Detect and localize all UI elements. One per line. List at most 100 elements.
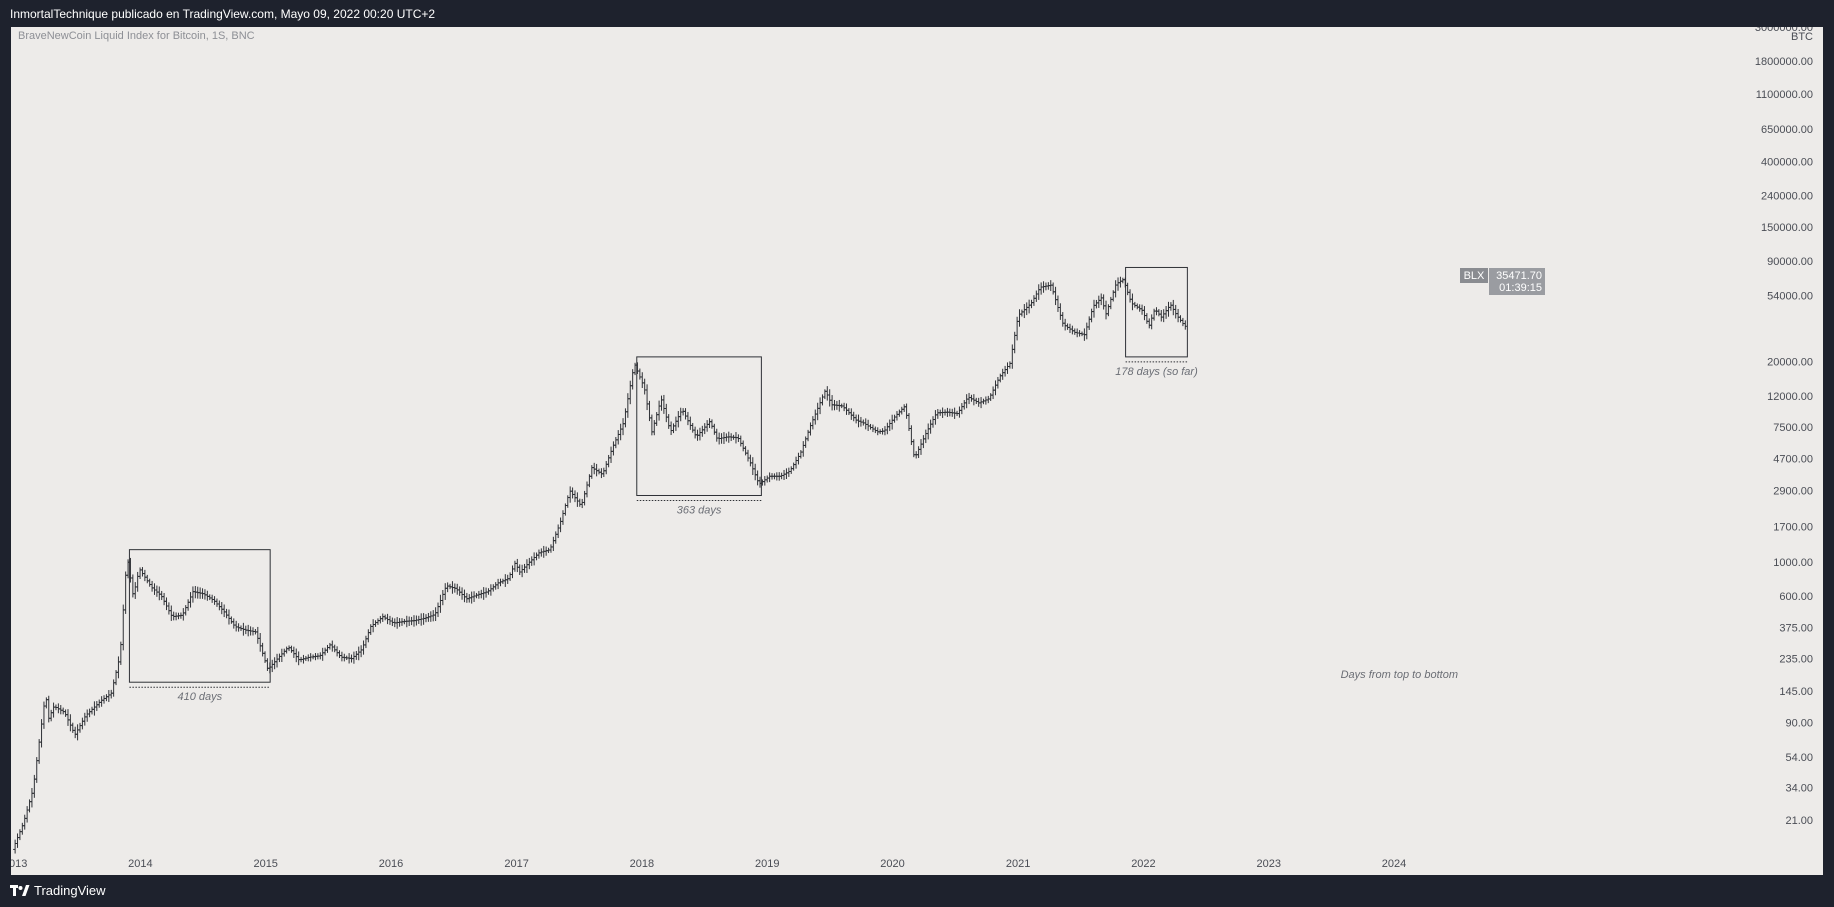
ohlc-bar	[296, 651, 301, 666]
ohlc-bar	[585, 481, 589, 498]
ohlc-bar	[339, 651, 344, 662]
ohlc-bar	[431, 610, 436, 622]
symbol-label: BLX	[1464, 270, 1485, 282]
ohlc-bar	[51, 702, 56, 718]
ohlc-bar	[870, 424, 875, 433]
publisher-line: InmortalTechnique publicado en TradingVi…	[10, 7, 436, 21]
ohlc-bar	[810, 416, 815, 430]
ohlc-bar	[145, 574, 150, 584]
y-tick-label: 4700.00	[1773, 453, 1813, 465]
ohlc-bar	[164, 597, 169, 611]
ohlc-bar	[967, 392, 972, 405]
ohlc-bar	[1132, 301, 1137, 308]
ohlc-bar	[899, 406, 904, 415]
price-badge	[1489, 268, 1545, 295]
ohlc-bar	[685, 411, 690, 426]
y-tick-label: 240000.00	[1761, 191, 1813, 203]
ohlc-bar	[676, 411, 681, 428]
y-tick-label: 3000000.00	[1755, 27, 1813, 34]
ohlc-bar	[539, 548, 544, 557]
ohlc-bar	[491, 584, 496, 592]
y-tick-label: 12000.00	[1767, 391, 1813, 403]
price-chart[interactable]: BraveNewCoin Liquid Index for Bitcoin, 1…	[11, 27, 1823, 875]
ohlc-bar	[1106, 304, 1111, 317]
ohlc-bar	[1053, 286, 1058, 306]
ohlc-bar	[688, 416, 693, 430]
y-tick-label: 54000.00	[1767, 290, 1813, 302]
ohlc-bar	[712, 423, 717, 435]
ohlc-bar	[1183, 320, 1188, 330]
ohlc-bar	[1010, 344, 1015, 369]
ohlc-bar	[212, 596, 217, 605]
y-tick-label: 1000.00	[1773, 557, 1813, 569]
x-tick-label: 2024	[1382, 858, 1406, 870]
ohlc-bar	[90, 706, 95, 715]
ohlc-bar	[85, 709, 90, 722]
ohlc-bar	[25, 806, 30, 823]
ohlc-bar	[642, 378, 647, 395]
y-tick-label: 2900.00	[1773, 486, 1813, 498]
ohlc-bar	[1003, 365, 1008, 377]
ohlc-bar	[15, 833, 20, 848]
ohlc-bar	[205, 590, 210, 601]
ohlc-bar	[20, 822, 25, 835]
ohlc-bar	[536, 549, 541, 559]
ohlc-bar	[1149, 314, 1154, 330]
ohlc-bar	[508, 572, 513, 581]
ohlc-bar	[445, 582, 450, 593]
last-price-label: BLX 35471.70 01:39:15	[1460, 268, 1545, 295]
ohlc-bar	[702, 423, 707, 435]
x-tick-label: 2023	[1256, 858, 1280, 870]
ohlc-bar	[1164, 306, 1169, 319]
ohlc-bar	[186, 599, 191, 611]
ohlc-bar	[44, 697, 49, 709]
ohlc-bar	[657, 400, 662, 421]
ohlc-bar	[1113, 280, 1118, 298]
ohlc-bar	[654, 412, 659, 426]
ohlc-bar	[822, 389, 827, 400]
ohlc-bar	[121, 604, 126, 651]
ohlc-bar	[82, 712, 87, 726]
ohlc-bar	[604, 460, 609, 475]
annotation-rect	[128, 549, 271, 683]
y-tick-label: 150000.00	[1761, 222, 1813, 234]
annotation-box[interactable]: 178 days (so far)	[1115, 266, 1198, 378]
ohlc-bar	[625, 393, 630, 418]
ohlc-bar	[582, 490, 587, 506]
ohlc-bar	[1027, 299, 1032, 314]
ohlc-bar	[556, 524, 561, 539]
ohlc-bar	[1173, 304, 1178, 319]
ohlc-bar	[1118, 276, 1123, 288]
ohlc-bar	[902, 404, 907, 412]
brand[interactable]: TradingView	[10, 883, 106, 898]
ohlc-bar	[673, 416, 678, 431]
ohlc-bar	[827, 389, 832, 407]
ohlc-bar	[22, 814, 27, 830]
annotation-box[interactable]: 363 days	[636, 356, 762, 517]
ohlc-bar	[794, 456, 799, 469]
ohlc-bar	[258, 633, 263, 652]
ohlc-bar	[983, 396, 988, 405]
bar-countdown: 01:39:15	[1499, 282, 1542, 294]
ohlc-bar	[97, 699, 102, 708]
ohlc-bar	[457, 586, 462, 596]
ohlc-bar	[1156, 309, 1161, 317]
ohlc-bar	[359, 645, 364, 658]
ohlc-bar	[455, 583, 460, 595]
chart-panel[interactable]: BraveNewCoin Liquid Index for Bitcoin, 1…	[11, 27, 1823, 875]
ohlc-bar	[277, 653, 282, 663]
ohlc-bar	[623, 408, 628, 428]
ohlc-bar	[801, 441, 806, 457]
ohlc-bar	[94, 701, 99, 711]
ohlc-bar	[118, 641, 123, 665]
ohlc-bar	[618, 423, 623, 441]
ohlc-bar	[219, 602, 224, 615]
y-axis[interactable]: BTC 3000000.00 1800000.00 1100000.00 650000…	[1755, 27, 1813, 827]
ohlc-bar	[265, 658, 270, 671]
ohlc-bar	[803, 436, 808, 448]
annotation-box[interactable]: 410 days	[128, 549, 271, 704]
annotation-rect	[636, 356, 762, 496]
ohlc-bar	[921, 435, 926, 449]
ohlc-bar	[29, 787, 34, 808]
ohlc-bar	[99, 696, 104, 707]
